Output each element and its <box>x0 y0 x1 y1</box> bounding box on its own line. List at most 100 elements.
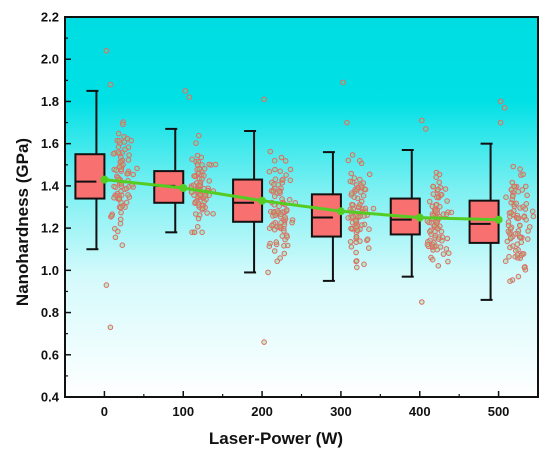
y-tick-label: 1.4 <box>41 178 60 193</box>
scatter-point <box>442 186 449 192</box>
scatter-point <box>521 264 528 271</box>
mean-marker <box>494 215 503 224</box>
scatter-point <box>510 243 516 249</box>
scatter-point <box>111 183 117 190</box>
scatter-point <box>284 234 290 240</box>
scatter-point <box>520 171 526 178</box>
scatter-point <box>109 213 115 219</box>
scatter-point <box>514 252 521 258</box>
scatter-point <box>525 236 531 242</box>
scatter-point <box>206 178 212 184</box>
scatter-point <box>210 211 216 217</box>
scatter-point <box>197 191 203 198</box>
scatter-point <box>364 236 371 242</box>
scatter-point <box>507 278 513 285</box>
scatter-point <box>272 166 278 173</box>
scatter-point <box>522 206 529 212</box>
scatter-point <box>112 225 118 232</box>
scatter-point <box>511 183 517 190</box>
scatter-point <box>212 161 219 168</box>
y-axis-title: Nanohardness (GPa) <box>13 138 32 306</box>
scatter-point <box>430 183 437 190</box>
scatter-point <box>436 179 443 186</box>
y-tick-label: 2.2 <box>41 10 59 25</box>
scatter-point <box>195 170 202 176</box>
scatter-point <box>527 224 533 230</box>
scatter-point <box>505 222 512 229</box>
scatter-point <box>444 235 451 242</box>
outlier-point <box>423 126 429 132</box>
scatter-point <box>204 210 210 216</box>
mean-marker <box>415 213 424 222</box>
scatter-point <box>289 219 295 226</box>
box-iqr <box>74 153 106 200</box>
scatter-point <box>504 238 511 245</box>
scatter-point <box>118 209 124 216</box>
y-tick-label: 1.8 <box>41 94 59 109</box>
scatter-point <box>115 130 122 137</box>
outlier-point <box>497 119 504 126</box>
scatter-point <box>206 161 212 168</box>
y-tick-label: 1.0 <box>41 263 59 278</box>
scatter-point <box>438 191 445 198</box>
scatter-point <box>284 207 290 213</box>
scatter-point <box>200 205 206 212</box>
scatter-point <box>125 192 131 198</box>
scatter-point <box>266 243 273 249</box>
scatter-point <box>435 236 442 242</box>
scatter-point <box>360 193 367 199</box>
scatter-point <box>277 255 284 261</box>
scatter-point <box>357 238 363 244</box>
y-tick-label: 1.2 <box>41 221 59 236</box>
scatter-point <box>349 152 356 158</box>
scatter-point <box>116 138 122 144</box>
scatter-point <box>529 208 536 215</box>
scatter-point <box>278 154 285 161</box>
outlier-point <box>419 299 425 305</box>
scatter-point <box>351 175 358 181</box>
scatter-point <box>354 264 360 271</box>
outlier-point <box>344 119 350 126</box>
y-tick-label: 0.6 <box>41 347 59 362</box>
scatter-point <box>276 188 283 195</box>
scatter-point <box>431 240 437 246</box>
scatter-point <box>198 154 205 161</box>
scatter-point <box>348 225 354 232</box>
scatter-point <box>436 171 443 178</box>
mean-marker <box>336 207 345 216</box>
outlier-point <box>265 269 271 276</box>
scatter-point <box>124 135 130 142</box>
scatter-point <box>426 198 433 205</box>
scatter-point <box>195 215 202 222</box>
scatter-point <box>502 258 509 265</box>
scatter-point <box>189 156 195 162</box>
scatter-point <box>282 214 288 220</box>
x-tick-label: 500 <box>488 404 510 419</box>
scatter-point <box>126 152 132 158</box>
scatter-point <box>357 157 363 164</box>
scatter-point <box>123 199 130 206</box>
scatter-point <box>125 157 132 163</box>
scatter-point <box>435 186 441 193</box>
scatter-point <box>193 140 199 146</box>
scatter-point <box>271 181 277 188</box>
x-tick-label: 300 <box>330 404 352 419</box>
outlier-point <box>186 94 193 100</box>
outlier-point <box>107 81 114 88</box>
scatter-point <box>366 245 372 251</box>
scatter-point <box>446 250 452 256</box>
scatter-point <box>202 192 208 199</box>
scatter-point <box>429 256 436 263</box>
outlier-point <box>103 282 110 288</box>
scatter-point <box>515 273 522 280</box>
scatter-point <box>359 222 365 228</box>
scatter-point <box>517 166 523 172</box>
scatter-point <box>510 193 516 199</box>
scatter-point <box>434 220 440 226</box>
scatter-point <box>362 186 369 193</box>
x-tick-label: 400 <box>409 404 431 419</box>
x-tick-label: 100 <box>172 404 194 419</box>
scatter-point <box>191 229 198 236</box>
scatter-point <box>510 163 517 170</box>
